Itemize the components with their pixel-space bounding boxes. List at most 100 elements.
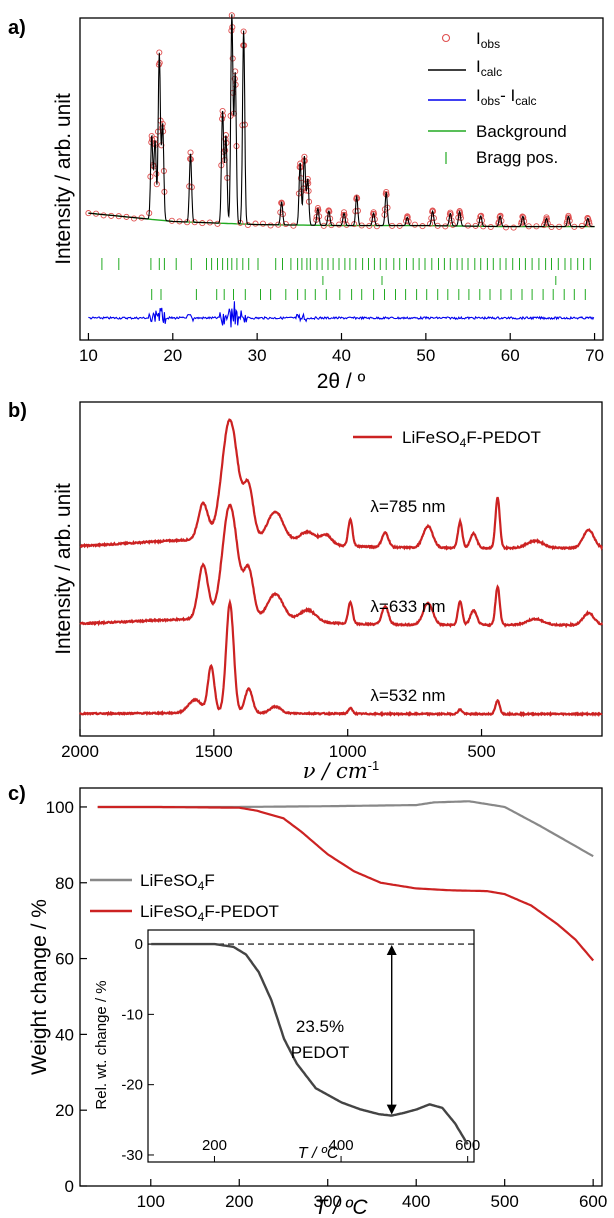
obs-point — [578, 222, 585, 229]
panel-b-series — [79, 418, 604, 718]
panel-c-x-ticks: 100 200 300 400 500 600 — [137, 1179, 607, 1211]
inset-x-ticks: 200 400 600 — [202, 1137, 480, 1162]
panel-b-series-labels: λ=785 nm λ=633 nm λ=532 nm — [370, 497, 445, 705]
panel-c-series — [97, 800, 595, 962]
obs-point — [335, 221, 343, 228]
panel-a: a) Intensity / arb. unit 2θ / º 10 20 30 40… — [8, 12, 604, 393]
obs-point — [565, 214, 572, 221]
calc-line — [88, 14, 595, 228]
y-tick-label: 0 — [65, 1177, 74, 1196]
y-tick-label: 100 — [46, 798, 74, 817]
spectrum-line — [79, 598, 603, 718]
panel-a-x-ticks: 10 20 30 40 50 60 70 — [79, 333, 604, 365]
obs-point — [282, 220, 289, 228]
inset-y-tick-label: -10 — [121, 1006, 143, 1023]
legend-calc-label: Icalc — [476, 57, 502, 79]
panel-c-legend: LiFeSO4F LiFeSO4F-PEDOT — [90, 871, 279, 924]
obs-point — [267, 222, 274, 229]
diff-line — [88, 301, 595, 328]
panel-b-label: b) — [8, 400, 27, 422]
x-tick-label: 50 — [416, 346, 435, 365]
panel-c-xlabel: T / ºC — [314, 1196, 368, 1218]
obs-point — [442, 223, 449, 230]
panel-c-y-ticks: 0 20 40 60 80 100 — [46, 798, 87, 1196]
obs-point — [502, 224, 510, 231]
x-tick-label: 100 — [137, 1192, 165, 1211]
arrow-head-up — [386, 945, 397, 956]
legend-bragg-label: Bragg pos. — [476, 148, 558, 167]
inset-x-tick-label: 600 — [455, 1137, 480, 1154]
obs-point — [487, 223, 494, 231]
obs-point — [585, 216, 592, 223]
legend-obs-marker — [441, 33, 451, 43]
inset-x-tick-label: 200 — [202, 1137, 227, 1154]
tga-line — [97, 800, 594, 858]
spectrum-label: λ=785 nm — [370, 497, 445, 516]
obs-point — [259, 220, 267, 227]
obs-point — [543, 216, 550, 223]
panel-b: b) Intensity / arb. unit ν / cm-1 2000 15… — [8, 400, 604, 783]
spectrum-label: λ=532 nm — [370, 686, 445, 705]
obs-point — [340, 209, 348, 216]
obs-point — [244, 221, 251, 229]
panel-a-calculated-series — [88, 14, 595, 228]
obs-point — [449, 221, 456, 228]
inset-xlabel: T / ºC — [298, 1145, 339, 1162]
tga-line — [97, 805, 595, 962]
x-tick-label: 1500 — [195, 742, 233, 761]
obs-point — [543, 215, 550, 222]
x-tick-label: 70 — [585, 346, 604, 365]
panel-b-frame — [79, 401, 603, 737]
y-tick-label: 80 — [55, 874, 74, 893]
x-tick-label: 600 — [579, 1192, 607, 1211]
inset-line — [151, 942, 469, 1146]
arrow-head-down — [386, 1104, 397, 1115]
inset-frame — [147, 929, 475, 1163]
x-tick-label: 60 — [501, 346, 520, 365]
inset-x-tick-label: 400 — [329, 1137, 354, 1154]
x-tick-label: 40 — [332, 346, 351, 365]
obs-point — [373, 223, 380, 230]
legend-pedot-c-label: LiFeSO4F-PEDOT — [140, 902, 279, 924]
x-tick-label: 30 — [248, 346, 267, 365]
panel-a-ylabel: Intensity / arb. unit — [52, 93, 75, 265]
panel-a-bragg-positions — [101, 258, 591, 300]
x-tick-label: 400 — [402, 1192, 430, 1211]
spectrum-line — [79, 418, 604, 551]
obs-point — [320, 222, 327, 229]
x-tick-label: 1000 — [329, 742, 367, 761]
legend-obs-label: Iobs — [476, 29, 500, 51]
panel-a-label: a) — [8, 17, 26, 39]
panel-b-xlabel: ν / cm-1 — [303, 758, 379, 783]
inset-y-tick-label: -30 — [121, 1147, 143, 1164]
x-tick-label: 300 — [314, 1192, 342, 1211]
panel-c-frame — [79, 787, 603, 1187]
spectrum-line — [79, 503, 604, 629]
inset-annotation-pedot: PEDOT — [291, 1043, 350, 1062]
obs-point — [252, 220, 259, 227]
x-tick-label: 10 — [79, 346, 98, 365]
x-tick-label: 2000 — [61, 742, 99, 761]
legend-pedot-label: LiFeSO4F-PEDOT — [402, 428, 541, 450]
obs-point — [427, 220, 434, 227]
x-tick-label: 500 — [490, 1192, 518, 1211]
inset-y-tick-label: -20 — [121, 1077, 143, 1094]
x-tick-label: 200 — [225, 1192, 253, 1211]
y-tick-label: 60 — [55, 950, 74, 969]
x-tick-label: 500 — [467, 742, 495, 761]
y-tick-label: 20 — [55, 1101, 74, 1120]
panel-b-ylabel: Intensity / arb. unit — [52, 483, 75, 655]
inset-series — [148, 942, 474, 1146]
panel-a-xlabel: 2θ / º — [317, 370, 366, 393]
obs-point — [214, 220, 221, 227]
x-tick-label: 20 — [163, 346, 182, 365]
panel-b-legend: LiFeSO4F-PEDOT — [353, 428, 541, 450]
legend-background-label: Background — [476, 122, 567, 141]
panel-c: c) Weight change / % T / ºC 100 200 300 400… — [8, 783, 607, 1218]
panel-a-difference-series — [88, 301, 595, 328]
inset-annotation-percent: 23.5% — [296, 1017, 344, 1036]
panel-c-label: c) — [8, 783, 26, 805]
inset-ylabel: Rel. wt. change / % — [93, 980, 110, 1109]
obs-point — [510, 224, 517, 231]
obs-point — [411, 221, 418, 228]
